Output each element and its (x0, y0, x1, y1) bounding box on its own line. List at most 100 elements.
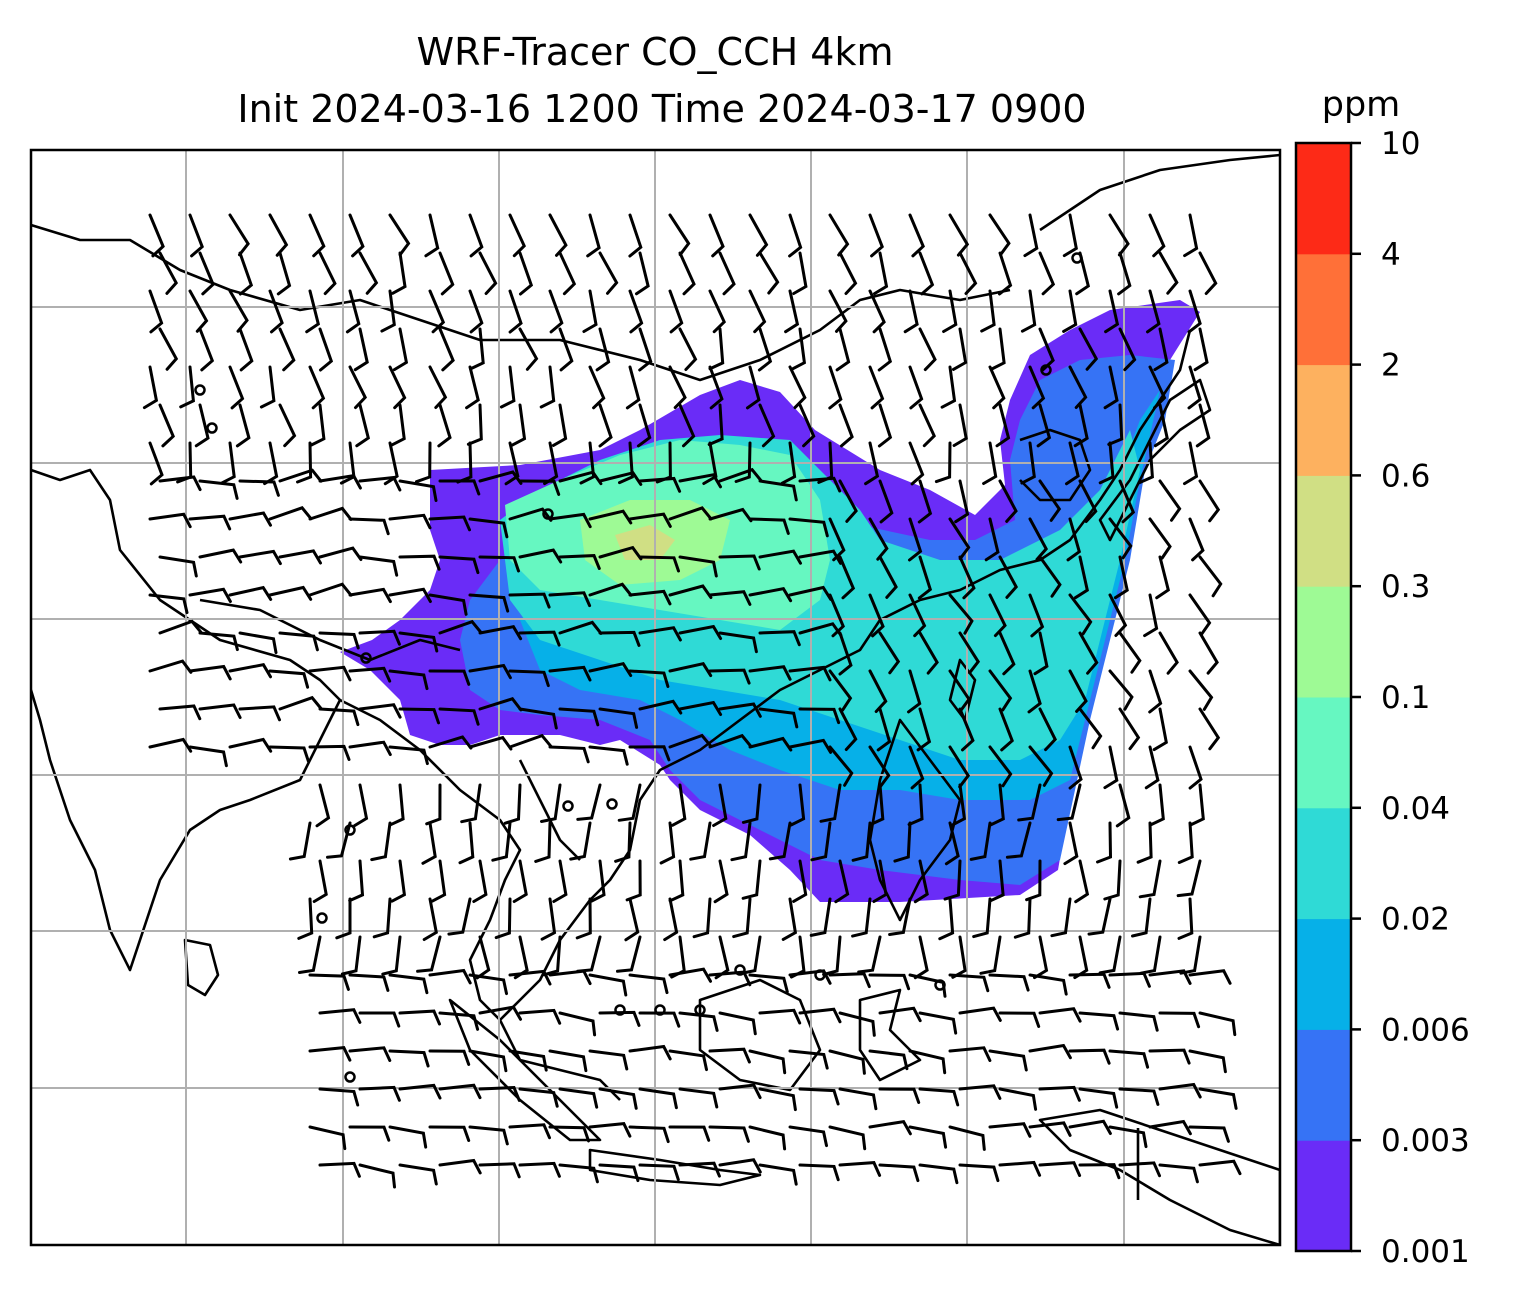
wind-barb (198, 251, 215, 296)
wind-barb (908, 365, 924, 410)
wind-barb (838, 1161, 882, 1177)
coastline-sulawesi (858, 988, 922, 1082)
wind-barb (388, 783, 405, 827)
wind-barb (558, 707, 600, 727)
wind-barb (1038, 707, 1058, 752)
wind-barb (288, 821, 312, 861)
wind-barb (988, 973, 1030, 992)
wind-barb (908, 213, 925, 258)
wind-barb (398, 479, 438, 502)
wind-barb (468, 213, 484, 258)
wind-barb (478, 625, 523, 641)
wind-barb (548, 1125, 590, 1143)
wind-barb (913, 859, 929, 904)
wind-barb (788, 738, 833, 754)
wind-barb (948, 213, 970, 257)
wind-barb (238, 479, 280, 497)
wind-barb (298, 935, 322, 974)
wind-barb (903, 289, 919, 334)
border-central (31, 223, 231, 292)
wind-barb (948, 973, 990, 993)
wind-barb (868, 1119, 912, 1136)
wind-barb (148, 659, 193, 674)
wind-barb (335, 897, 352, 940)
wind-barb (388, 1125, 428, 1149)
wind-barb (979, 935, 1002, 975)
wind-barb (798, 476, 842, 493)
wind-barb (468, 663, 512, 680)
wind-barb (868, 783, 885, 827)
wind-barb (878, 555, 898, 599)
wind-barb (1198, 1159, 1242, 1176)
wind-barb (548, 745, 590, 764)
coastline-malay (498, 1019, 621, 1101)
wind-barb (758, 479, 798, 502)
wind-barb (873, 251, 889, 296)
wind-barb (739, 935, 762, 975)
wind-barb (708, 289, 727, 334)
wind-barb (430, 859, 447, 903)
wind-barb (678, 1087, 719, 1109)
wind-barb (708, 668, 751, 685)
wind-barb (510, 403, 527, 447)
wind-barb (918, 1163, 959, 1185)
wind-barb (268, 745, 310, 763)
wind-barb (838, 479, 858, 523)
wind-barb (835, 327, 851, 372)
wind-barb (468, 1049, 508, 1073)
wind-barb (913, 935, 929, 980)
wind-barb (438, 479, 481, 496)
wind-barb (908, 441, 925, 486)
wind-barb (1148, 213, 1166, 258)
wind-barb (1038, 555, 1062, 598)
wind-barb (1087, 897, 1112, 936)
calm-wind-marker (194, 384, 206, 396)
wind-barb (788, 517, 829, 538)
wind-barb (819, 783, 842, 823)
colorbar-band (1296, 586, 1351, 698)
wind-barb (838, 631, 853, 676)
wind-barb (1078, 1087, 1119, 1109)
colorbar-band (1296, 253, 1351, 366)
wind-barb (1073, 555, 1089, 600)
wind-barb (659, 821, 676, 865)
wind-barb (868, 593, 885, 638)
wind-barb (268, 506, 313, 521)
wind-barb (1146, 289, 1161, 334)
wind-barb (998, 479, 1018, 523)
wind-barb (1028, 365, 1046, 410)
wind-barb (838, 1011, 876, 1037)
wind-barb (388, 669, 429, 691)
wind-barb (158, 555, 198, 578)
wind-barb (734, 441, 752, 483)
wind-barb (908, 1125, 948, 1149)
wind-barb (708, 213, 725, 258)
wind-barb (828, 972, 871, 989)
wind-barb (1188, 1049, 1227, 1074)
wind-barb (558, 470, 603, 486)
colorbar-band (1296, 918, 1351, 1030)
wind-barb (1158, 251, 1179, 295)
wind-barb (864, 441, 880, 486)
wind-barb (318, 631, 360, 650)
wind-barb (788, 365, 807, 410)
wind-barb (268, 669, 310, 689)
wind-barb (558, 327, 574, 372)
wind-barb (465, 365, 480, 410)
wind-barb (438, 251, 455, 296)
wind-barb (1098, 441, 1115, 485)
wind-barb (969, 821, 992, 861)
wind-barb (1187, 289, 1202, 334)
wind-barb (1065, 441, 1080, 486)
calm-wind-marker (734, 964, 746, 976)
calm-wind-marker (606, 798, 618, 810)
wind-barb (228, 511, 272, 527)
wind-barb (1187, 365, 1202, 410)
wind-barb (308, 973, 350, 991)
wind-barb (348, 1046, 392, 1062)
calm-wind-marker (206, 422, 218, 434)
wind-barb (918, 327, 937, 372)
wind-barb (518, 1008, 562, 1025)
wind-barb (315, 783, 331, 828)
coastline-java (588, 1148, 762, 1187)
